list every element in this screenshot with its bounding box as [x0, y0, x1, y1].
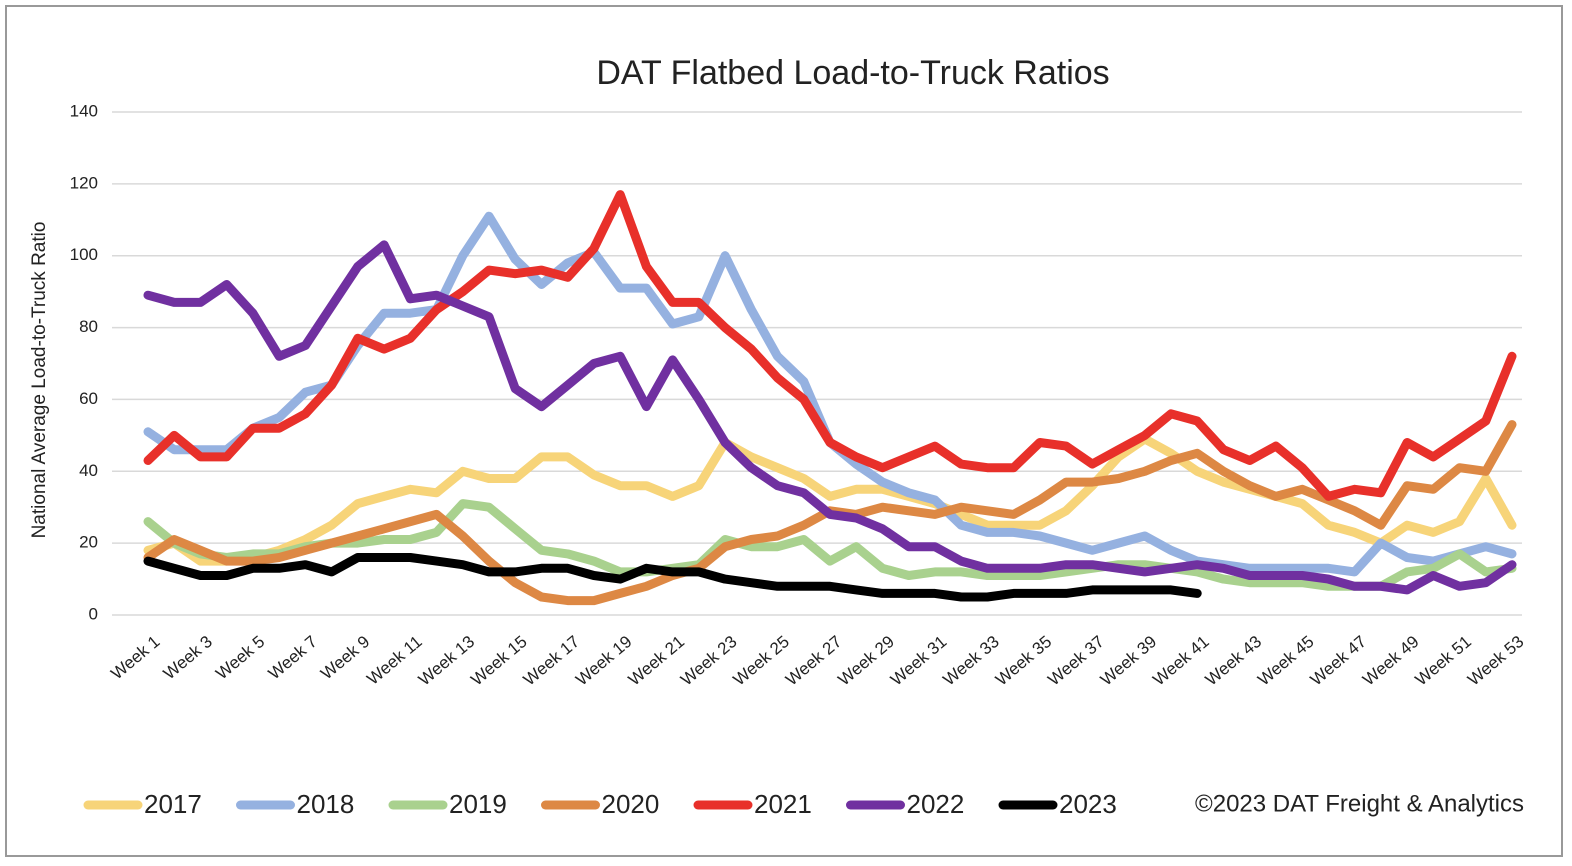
chart-title: DAT Flatbed Load-to-Truck Ratios — [596, 54, 1109, 92]
series-line — [143, 240, 1517, 595]
series-line — [143, 434, 1517, 566]
legend-label: 2022 — [907, 789, 965, 819]
legend-label: 2018 — [297, 789, 355, 819]
legend-label: 2020 — [602, 789, 660, 819]
y-tick-label: 80 — [79, 317, 98, 336]
y-tick-label: 140 — [70, 101, 98, 120]
legend-label: 2019 — [449, 789, 507, 819]
y-tick-label: 100 — [70, 245, 98, 264]
chart-frame — [5, 5, 1563, 857]
source-note: ©2023 DAT Freight & Analytics — [1195, 790, 1524, 817]
y-tick-label: 60 — [79, 389, 98, 408]
y-tick-label: 40 — [79, 461, 98, 480]
y-tick-label: 120 — [70, 173, 98, 192]
legend-label: 2023 — [1059, 789, 1117, 819]
y-axis-label: National Average Load-to-Truck Ratio — [29, 222, 50, 539]
y-tick-label: 20 — [79, 533, 98, 552]
series-line — [143, 553, 1202, 602]
y-tick-label: 0 — [89, 604, 98, 623]
series-line — [143, 499, 1517, 591]
legend-label: 2017 — [144, 789, 202, 819]
legend-label: 2021 — [754, 789, 812, 819]
series-line — [143, 190, 1517, 501]
